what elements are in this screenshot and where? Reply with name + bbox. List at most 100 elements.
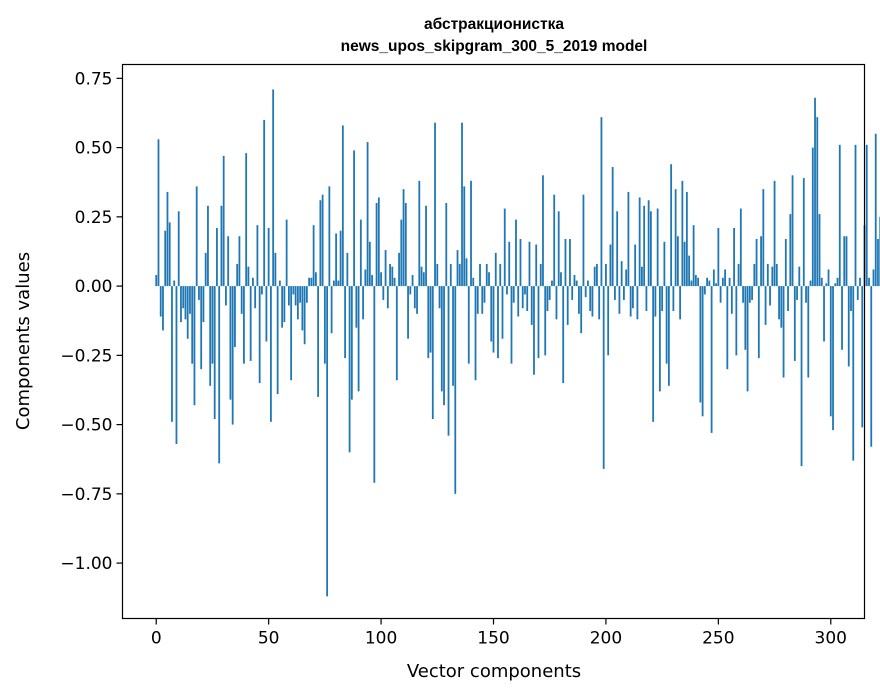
- bar: [216, 227, 218, 287]
- bar: [706, 277, 709, 287]
- bar: [564, 239, 567, 287]
- bar: [868, 277, 870, 287]
- bar: [481, 286, 484, 314]
- bar: [382, 286, 385, 300]
- bar: [355, 286, 358, 328]
- bar: [429, 286, 432, 353]
- bar: [623, 286, 625, 300]
- bar: [276, 286, 279, 395]
- bar: [434, 122, 436, 287]
- bar: [667, 286, 670, 386]
- bar: [654, 286, 657, 317]
- bar: [312, 225, 315, 287]
- bar: [211, 286, 214, 364]
- bar: [497, 286, 499, 359]
- bar: [672, 286, 675, 312]
- bar: [317, 286, 320, 397]
- y-tick-label: 0.50: [75, 139, 113, 159]
- bar: [267, 227, 270, 287]
- bar: [616, 211, 619, 287]
- bar: [225, 286, 227, 306]
- bar: [591, 286, 594, 317]
- bar: [341, 125, 344, 287]
- bar: [679, 286, 682, 320]
- bar: [458, 263, 461, 287]
- bar: [694, 275, 697, 287]
- plot-frame: [121, 63, 866, 620]
- bar: [416, 286, 418, 314]
- bar: [573, 275, 576, 287]
- bar: [220, 205, 223, 287]
- bar: [744, 286, 747, 350]
- bar: [787, 286, 789, 312]
- bar: [202, 286, 205, 323]
- bar: [850, 286, 852, 312]
- bar: [231, 286, 234, 425]
- bar: [344, 286, 346, 359]
- bar: [582, 194, 585, 287]
- bar: [200, 286, 203, 370]
- bar: [380, 272, 382, 287]
- x-tick-label: 250: [702, 629, 734, 649]
- bar: [845, 236, 848, 287]
- bar: [362, 286, 364, 320]
- bar: [656, 208, 659, 287]
- bar: [243, 286, 245, 364]
- bar: [778, 286, 780, 320]
- y-tick-label: −1.00: [60, 554, 112, 574]
- bar: [159, 286, 162, 317]
- bar: [177, 211, 180, 287]
- bar: [800, 286, 803, 467]
- bar: [784, 239, 787, 287]
- bar: [663, 241, 666, 287]
- bar: [542, 175, 544, 287]
- bar: [861, 286, 864, 428]
- bar: [319, 200, 322, 287]
- bar: [452, 286, 454, 386]
- bar: [584, 286, 587, 298]
- bar: [270, 286, 272, 422]
- bar: [157, 139, 160, 287]
- bar: [467, 286, 470, 364]
- bar: [715, 283, 717, 287]
- bar: [569, 239, 571, 287]
- bar: [193, 286, 196, 406]
- bar: [198, 286, 200, 300]
- bar: [261, 286, 263, 295]
- bar: [551, 280, 553, 287]
- bar: [454, 286, 457, 494]
- bar: [652, 286, 655, 422]
- bar: [364, 269, 367, 287]
- bar: [661, 286, 664, 312]
- bar: [189, 286, 191, 314]
- bar: [728, 277, 731, 287]
- y-tick-label: −0.50: [60, 416, 112, 436]
- bar: [499, 263, 502, 287]
- bar: [373, 286, 376, 483]
- bar: [854, 144, 857, 287]
- bar: [314, 272, 317, 287]
- bar: [222, 155, 225, 287]
- bar: [321, 194, 324, 287]
- bar: [393, 277, 396, 287]
- bar: [596, 263, 598, 287]
- bar: [359, 219, 362, 287]
- bar: [827, 269, 830, 287]
- bar: [335, 233, 338, 287]
- bar: [649, 211, 652, 287]
- bar: [236, 263, 239, 287]
- bar: [742, 286, 744, 303]
- bar: [308, 277, 311, 287]
- bar: [775, 263, 778, 287]
- bar: [375, 203, 378, 287]
- bar: [521, 286, 524, 309]
- bar: [229, 286, 232, 400]
- bar: [420, 266, 423, 287]
- bar: [353, 150, 355, 287]
- bar: [184, 286, 187, 320]
- bar: [245, 153, 248, 287]
- bar: [400, 219, 403, 287]
- bar: [546, 286, 549, 312]
- bar: [643, 205, 646, 287]
